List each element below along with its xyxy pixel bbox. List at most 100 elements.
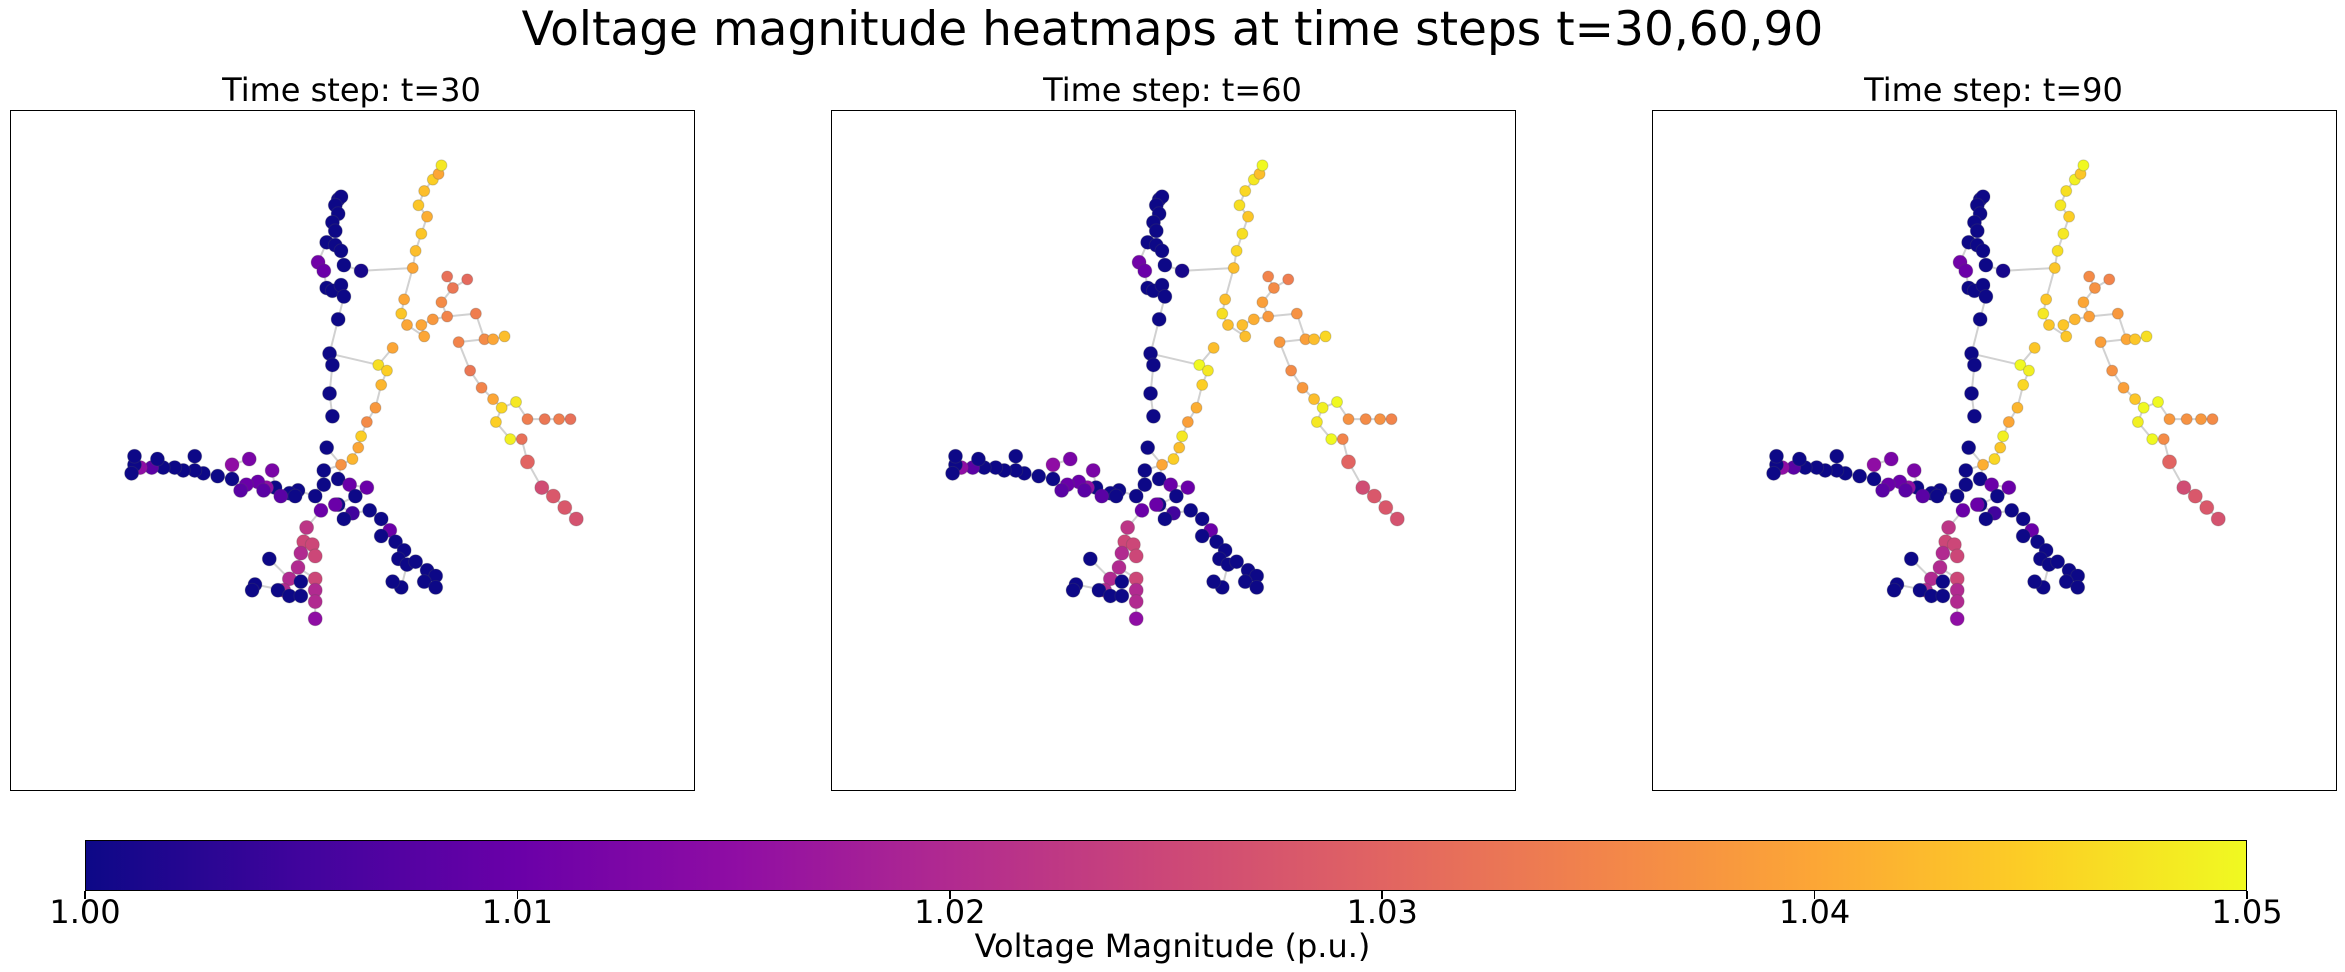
- bus-node: [327, 497, 343, 513]
- bus-node: [538, 413, 551, 426]
- bus-node: [401, 319, 414, 332]
- bus-node: [452, 336, 465, 349]
- bus-node: [327, 223, 343, 239]
- bus-node: [1966, 357, 1982, 373]
- bus-node: [2180, 413, 2193, 426]
- bus-node: [1091, 582, 1107, 598]
- bus-node: [435, 159, 448, 172]
- bus-node: [2060, 184, 2073, 197]
- bus-node: [1898, 482, 1914, 498]
- bus-node: [534, 480, 550, 496]
- bus-node: [1196, 378, 1209, 391]
- heatmap-panel-t90: [1652, 110, 2337, 791]
- bus-node: [372, 358, 385, 371]
- bus-node: [1157, 289, 1173, 305]
- bus-node: [373, 511, 389, 527]
- bus-node: [2030, 534, 2046, 550]
- bus-node: [316, 263, 332, 279]
- bus-node: [1958, 263, 1974, 279]
- bus-node: [2054, 199, 2067, 212]
- colorbar: [85, 840, 2247, 891]
- bus-node: [293, 588, 309, 604]
- bus-node: [406, 261, 419, 274]
- bus-node: [446, 281, 459, 294]
- bus-node: [1085, 462, 1101, 478]
- colorbar-tick-label: 1.02: [914, 893, 986, 931]
- bus-node: [418, 330, 431, 343]
- bus-node: [1966, 408, 1982, 424]
- bus-node: [336, 257, 352, 273]
- bus-node: [290, 559, 306, 575]
- bus-node: [2057, 319, 2070, 332]
- bus-node: [187, 448, 203, 464]
- bus-node: [1768, 448, 1784, 464]
- bus-node: [1964, 385, 1980, 401]
- bus-node: [1207, 341, 1220, 354]
- bus-node: [1247, 313, 1260, 326]
- bus-node: [1094, 488, 1110, 504]
- colorbar-tick: [1813, 891, 1816, 899]
- bus-node: [2028, 341, 2041, 354]
- network-edge: [329, 352, 379, 366]
- bus-node: [360, 415, 373, 428]
- figure-title: Voltage magnitude heatmaps at time steps…: [521, 2, 1824, 57]
- bus-node: [2040, 293, 2053, 306]
- bus-node: [2004, 502, 2020, 518]
- heatmap-panel-t60: [831, 110, 1516, 791]
- bus-node: [2187, 488, 2203, 504]
- panel-title-t30: Time step: t=30: [222, 71, 481, 109]
- colorbar-tick: [1381, 891, 1383, 899]
- bus-node: [1385, 413, 1398, 426]
- bus-node: [1156, 458, 1169, 471]
- bus-node: [1190, 401, 1203, 414]
- bus-node: [2077, 296, 2090, 309]
- bus-node: [1319, 330, 1332, 343]
- bus-node: [1875, 482, 1891, 498]
- bus-node: [945, 465, 961, 481]
- bus-node: [1256, 296, 1269, 309]
- bus-node: [515, 433, 528, 446]
- bus-node: [519, 454, 535, 470]
- bus-node: [1256, 159, 1269, 172]
- bus-node: [2051, 244, 2064, 257]
- bus-node: [2001, 480, 2017, 496]
- bus-node: [1866, 457, 1882, 473]
- bus-node: [256, 482, 272, 498]
- bus-node: [2152, 396, 2165, 409]
- bus-node: [336, 511, 352, 527]
- bus-node: [1883, 451, 1899, 467]
- bus-node: [316, 477, 332, 493]
- bus-node: [1995, 263, 2011, 279]
- bus-node: [388, 534, 404, 550]
- bus-node: [2111, 307, 2124, 320]
- bus-node: [2068, 313, 2081, 326]
- bus-node: [1308, 393, 1321, 406]
- bus-node: [1316, 401, 1329, 414]
- bus-node: [2195, 413, 2208, 426]
- bus-node: [293, 574, 309, 590]
- bus-node: [369, 401, 382, 414]
- bus-node: [1154, 243, 1170, 259]
- colorbar-tick: [516, 891, 519, 899]
- bus-node: [2131, 415, 2144, 428]
- bus-node: [1994, 441, 2007, 454]
- bus-node: [1237, 574, 1253, 590]
- bus-node: [1342, 413, 1355, 426]
- bus-node: [1151, 311, 1167, 327]
- bus-node: [1977, 458, 1990, 471]
- bus-node: [1216, 307, 1229, 320]
- bus-node: [428, 579, 444, 595]
- bus-node: [1336, 433, 1349, 446]
- bus-node: [307, 488, 323, 504]
- bus-node: [1852, 468, 1868, 484]
- bus-node: [2137, 401, 2150, 414]
- bus-node: [2146, 433, 2159, 446]
- bus-node: [2037, 307, 2050, 320]
- bus-node: [2103, 273, 2116, 286]
- bus-node: [2017, 378, 2030, 391]
- bus-node: [1969, 223, 1985, 239]
- bus-node: [426, 313, 439, 326]
- bus-node: [1242, 210, 1255, 223]
- bus-node: [1236, 227, 1249, 240]
- bus-node: [319, 440, 335, 456]
